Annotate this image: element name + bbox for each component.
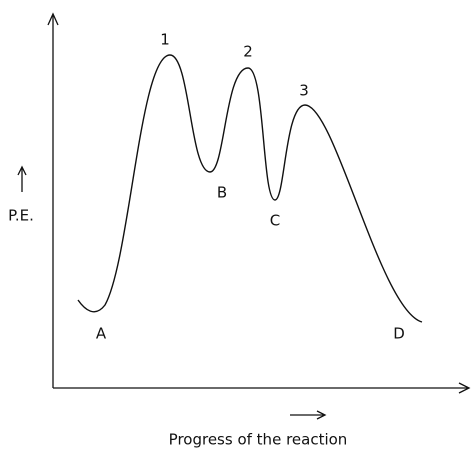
x-axis-label: Progress of the reaction xyxy=(169,431,348,449)
y-axis-label-group: P.E. xyxy=(8,165,34,225)
energy-curve xyxy=(77,54,423,323)
x-axis-label-group: Progress of the reaction xyxy=(169,410,348,449)
axes xyxy=(47,12,471,394)
y-axis-label: P.E. xyxy=(8,207,34,225)
x-label-arrowhead xyxy=(316,410,327,420)
point-label: B xyxy=(217,184,227,202)
peak-label: 2 xyxy=(243,43,253,61)
y-axis-arrowhead xyxy=(47,12,59,26)
point-label: C xyxy=(270,212,280,230)
y-label-arrowhead xyxy=(17,165,27,176)
point-label: A xyxy=(96,325,107,343)
point-label: D xyxy=(393,325,405,343)
peak-label: 3 xyxy=(299,82,309,100)
peak-label: 1 xyxy=(160,31,170,49)
x-axis-arrowhead xyxy=(458,382,471,394)
